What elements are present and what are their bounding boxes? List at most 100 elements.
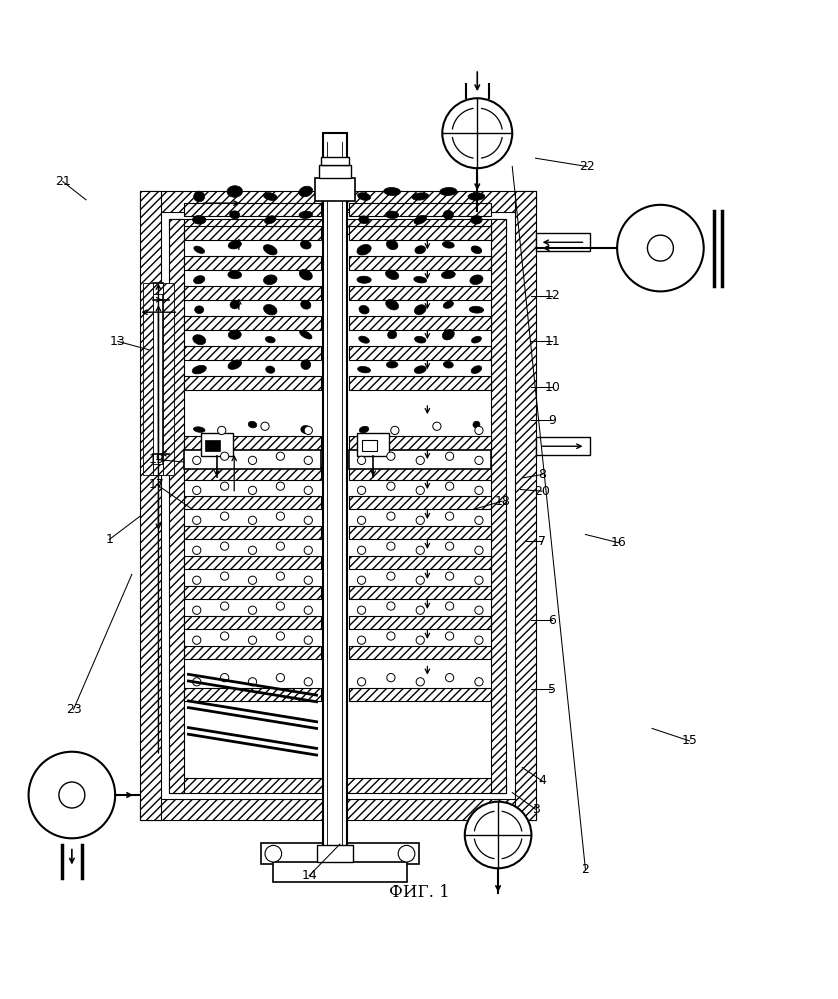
Circle shape [475,457,483,465]
Bar [273,862,406,882]
Ellipse shape [443,362,453,368]
Circle shape [220,542,229,550]
Circle shape [387,483,395,491]
Ellipse shape [357,245,371,255]
Bar [349,377,491,390]
Circle shape [416,546,424,554]
Circle shape [446,512,453,520]
Ellipse shape [443,301,453,309]
Circle shape [193,636,201,644]
Circle shape [387,602,395,610]
Ellipse shape [263,245,277,255]
Ellipse shape [194,191,204,202]
Ellipse shape [442,330,454,340]
Circle shape [648,235,674,261]
Ellipse shape [470,275,483,285]
Bar [349,347,491,360]
Text: 9: 9 [548,414,556,427]
Bar [535,233,590,252]
Circle shape [387,453,395,461]
Ellipse shape [299,211,313,219]
Circle shape [193,546,201,554]
Circle shape [193,606,201,614]
Circle shape [193,457,201,465]
Bar [349,687,491,701]
Circle shape [358,606,365,614]
Bar [184,287,321,300]
Ellipse shape [388,331,396,339]
Bar [361,440,376,452]
Circle shape [248,516,256,524]
Text: 5: 5 [548,682,556,695]
Ellipse shape [301,360,311,370]
Bar [163,283,174,475]
Bar [349,586,491,599]
Bar [184,451,321,469]
Bar [140,799,535,820]
Circle shape [261,423,269,431]
Circle shape [220,512,229,520]
Bar [184,526,321,539]
Text: 6: 6 [548,613,556,626]
Circle shape [446,632,453,640]
Circle shape [304,636,313,644]
Ellipse shape [386,362,398,368]
Bar [184,317,321,330]
Bar [357,433,389,457]
Bar [184,203,321,217]
Text: 4: 4 [538,774,546,787]
Circle shape [358,576,365,584]
Circle shape [248,457,256,465]
Ellipse shape [228,241,241,249]
Circle shape [416,487,424,495]
Ellipse shape [299,331,312,339]
Text: 3: 3 [531,802,540,815]
Text: 17: 17 [149,478,165,492]
Ellipse shape [192,366,206,374]
Circle shape [193,576,201,584]
Text: 14: 14 [301,869,317,882]
Bar [184,586,321,599]
Ellipse shape [299,186,313,197]
Ellipse shape [301,426,311,434]
Text: 8: 8 [538,468,546,482]
Circle shape [358,636,365,644]
Circle shape [416,636,424,644]
Ellipse shape [472,337,482,343]
Ellipse shape [358,193,370,201]
Ellipse shape [442,242,454,248]
Ellipse shape [414,216,427,224]
Circle shape [304,606,313,614]
Bar [535,438,590,456]
Ellipse shape [194,427,205,433]
Circle shape [398,845,415,862]
Bar [349,287,491,300]
Circle shape [475,606,483,614]
Circle shape [218,427,225,435]
Circle shape [193,677,201,686]
Circle shape [432,423,441,431]
Ellipse shape [194,276,204,284]
Bar [349,317,491,330]
Ellipse shape [301,301,311,309]
Circle shape [358,487,365,495]
Circle shape [391,427,399,435]
Bar [184,687,321,701]
Ellipse shape [357,276,371,284]
Circle shape [475,677,483,686]
Circle shape [446,483,453,491]
Ellipse shape [443,211,453,220]
Ellipse shape [248,422,256,428]
Ellipse shape [230,211,240,219]
Bar [184,497,321,509]
Bar [315,178,355,202]
Bar [184,556,321,569]
Text: 13: 13 [110,335,126,348]
Bar [140,192,161,820]
Ellipse shape [228,271,241,279]
Text: 15: 15 [681,734,697,747]
Circle shape [304,546,313,554]
Circle shape [475,516,483,524]
Ellipse shape [471,216,482,224]
Bar [261,843,419,864]
